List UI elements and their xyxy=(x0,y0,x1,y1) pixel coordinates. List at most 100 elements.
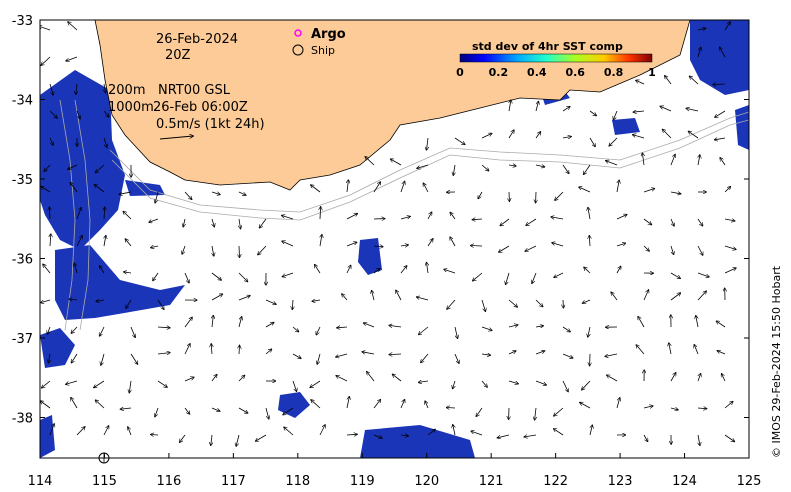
colorbar-tick-label: 1 xyxy=(648,66,656,79)
y-tick-label: -33 xyxy=(12,14,33,29)
current-vector xyxy=(584,267,591,274)
current-vector xyxy=(50,234,51,247)
current-vector xyxy=(49,137,53,145)
current-vector xyxy=(346,214,357,220)
current-vector xyxy=(265,299,276,304)
current-vector xyxy=(535,299,543,307)
current-vector xyxy=(660,106,672,112)
current-vector xyxy=(76,110,80,119)
current-vector xyxy=(535,132,541,139)
current-vector xyxy=(670,293,680,301)
plot-frame xyxy=(39,19,750,459)
current-vector xyxy=(239,218,241,229)
x-tick-label: 122 xyxy=(543,474,568,489)
current-vector xyxy=(427,263,429,274)
current-vector xyxy=(96,164,105,173)
current-vector xyxy=(583,299,591,303)
current-vector xyxy=(94,380,105,388)
current-vector xyxy=(609,137,618,146)
bathymetry-contours xyxy=(59,99,749,331)
current-vector xyxy=(450,237,456,247)
current-vector xyxy=(638,317,645,328)
current-vector xyxy=(698,434,700,445)
current-vector xyxy=(471,246,483,247)
current-vector xyxy=(589,137,595,146)
current-vector xyxy=(562,380,568,392)
current-vector xyxy=(43,264,51,274)
current-vector xyxy=(613,110,618,120)
current-vector xyxy=(124,272,132,273)
current-vector xyxy=(211,191,220,195)
current-vector xyxy=(130,326,135,337)
current-vector xyxy=(419,326,429,335)
current-vector xyxy=(525,245,537,251)
current-vector xyxy=(582,380,591,390)
current-vector xyxy=(697,272,709,277)
current-vector xyxy=(319,425,325,436)
current-vector xyxy=(633,111,645,112)
current-vector xyxy=(393,374,402,382)
current-vector xyxy=(238,376,245,382)
current-vector xyxy=(500,218,510,226)
current-vector xyxy=(643,218,651,225)
current-vector xyxy=(636,80,645,85)
current-vector xyxy=(212,245,214,256)
current-vector xyxy=(346,266,351,274)
current-vector xyxy=(535,326,543,327)
current-vector xyxy=(724,245,736,249)
current-vector xyxy=(292,353,301,358)
current-vector xyxy=(400,217,410,220)
current-vector xyxy=(697,218,703,226)
current-vector xyxy=(526,218,537,225)
current-vector xyxy=(41,56,51,65)
current-vector xyxy=(425,401,429,409)
current-vector xyxy=(119,191,132,194)
sst-patches xyxy=(40,20,749,458)
current-vector xyxy=(372,291,375,301)
current-vector xyxy=(588,326,590,337)
current-vector xyxy=(524,435,537,437)
current-vector xyxy=(183,218,185,227)
current-vector xyxy=(310,380,321,387)
current-vector xyxy=(643,290,649,301)
current-vector xyxy=(508,130,514,139)
current-vector xyxy=(128,427,132,436)
current-vector xyxy=(689,131,699,139)
current-vector xyxy=(508,351,516,355)
current-vector xyxy=(40,26,51,31)
current-vector xyxy=(717,321,726,328)
current-vector xyxy=(717,351,726,355)
current-vector xyxy=(96,300,105,301)
current-vector xyxy=(481,380,487,387)
current-vector xyxy=(149,218,159,222)
current-vector xyxy=(129,380,131,393)
current-vector xyxy=(71,353,78,363)
current-vector xyxy=(49,424,54,436)
current-vector xyxy=(121,408,132,409)
current-vector xyxy=(616,243,625,247)
current-vector xyxy=(481,326,492,330)
current-vector xyxy=(283,272,294,277)
current-vector xyxy=(670,373,676,382)
current-vector xyxy=(292,326,299,332)
current-vector xyxy=(481,164,489,171)
x-tick-label: 119 xyxy=(350,474,375,489)
current-vector xyxy=(643,245,649,251)
current-vector xyxy=(49,83,53,95)
x-tick-label: 123 xyxy=(608,474,633,489)
current-vector xyxy=(68,22,78,31)
current-vector xyxy=(562,137,571,139)
current-vector xyxy=(454,137,465,144)
current-vector xyxy=(584,164,591,174)
current-vector xyxy=(211,294,222,301)
current-vector xyxy=(670,245,674,254)
current-vector xyxy=(535,165,545,167)
current-vector xyxy=(68,164,78,169)
current-vector xyxy=(365,157,375,166)
current-vector xyxy=(320,207,321,220)
current-vector xyxy=(311,185,321,193)
current-vector xyxy=(643,189,654,193)
current-vector xyxy=(471,431,483,436)
scale-label: 0.5m/s (1kt 24h) xyxy=(156,117,265,132)
current-vector xyxy=(670,218,674,226)
